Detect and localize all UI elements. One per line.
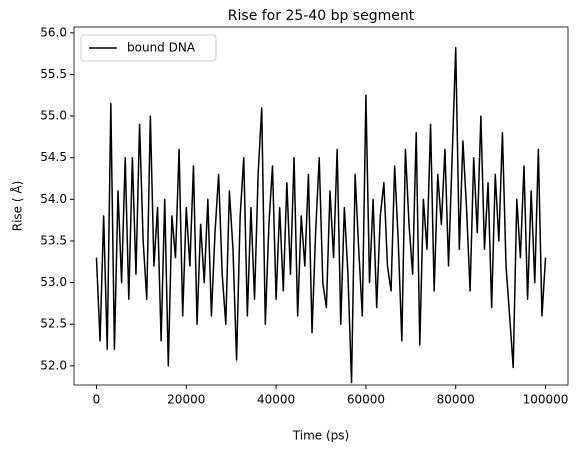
y-tick-label: 56.0 bbox=[40, 25, 67, 39]
x-tick-label: 60000 bbox=[347, 393, 385, 407]
legend-box bbox=[80, 34, 217, 62]
y-tick-label: 55.5 bbox=[40, 67, 67, 81]
x-axis-label: Time (ps) bbox=[292, 429, 349, 443]
y-tick-label: 53.0 bbox=[40, 275, 67, 289]
y-tick-label: 55.0 bbox=[40, 109, 67, 123]
x-tick-label: 40000 bbox=[257, 393, 295, 407]
legend-label: bound DNA bbox=[127, 41, 196, 55]
x-tick-label: 80000 bbox=[437, 393, 475, 407]
y-tick-label: 53.5 bbox=[40, 233, 67, 247]
y-axis-label: Rise ( Å) bbox=[10, 181, 25, 232]
plot-frame bbox=[73, 26, 569, 386]
y-tick-label: 52.0 bbox=[40, 358, 67, 372]
x-tick-label: 100000 bbox=[523, 393, 569, 407]
y-tick-label: 54.0 bbox=[40, 192, 67, 206]
chart-title: Rise for 25-40 bp segment bbox=[228, 8, 415, 24]
x-tick-label: 0 bbox=[93, 393, 101, 407]
x-tick-label: 20000 bbox=[167, 393, 205, 407]
y-tick-label: 52.5 bbox=[40, 317, 67, 331]
y-tick-label: 54.5 bbox=[40, 150, 67, 164]
data-line bbox=[95, 47, 547, 384]
